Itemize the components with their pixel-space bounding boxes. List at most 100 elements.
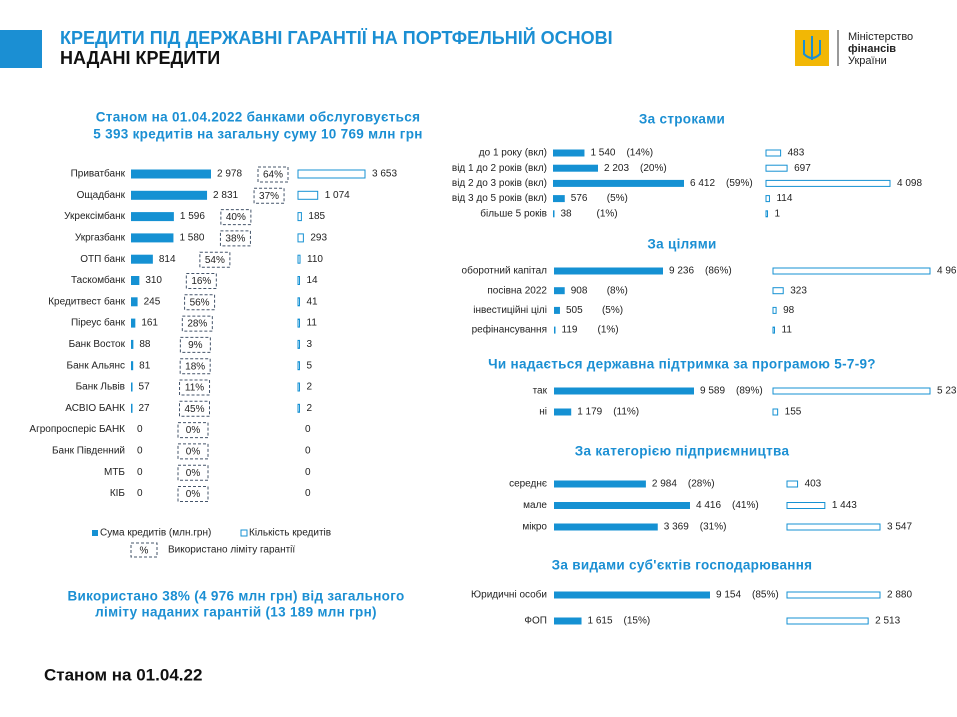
logo-text: України — [848, 55, 887, 67]
count-bar — [297, 169, 366, 179]
sum-bar — [554, 267, 663, 275]
share-label: (20%) — [640, 163, 667, 174]
limit-box — [179, 336, 211, 353]
sum-label: 0 — [137, 467, 143, 478]
sum-label: 161 — [141, 318, 158, 329]
sum-bar — [554, 408, 572, 416]
count-label: 185 — [308, 211, 325, 222]
logo-text: Міністерство — [848, 31, 913, 43]
sum-label: 505 — [566, 305, 583, 316]
count-bar — [297, 318, 300, 328]
count-label: 2 — [307, 382, 313, 393]
limit-box — [177, 422, 209, 439]
sum-bar — [554, 617, 582, 625]
count-bar — [786, 617, 869, 625]
legend-label: Сума кредитів (млн.грн) — [100, 528, 211, 539]
limit-box — [181, 315, 213, 332]
limit-label: 18% — [185, 361, 205, 372]
sum-label: 1 179 — [577, 407, 602, 418]
sum-bar — [131, 212, 174, 222]
share-label: (85%) — [752, 590, 779, 601]
count-label: 323 — [790, 285, 807, 296]
limit-label: 45% — [184, 404, 204, 415]
category-label: інвестиційні цілі — [473, 305, 547, 316]
count-label: 11 — [307, 318, 318, 329]
count-label: 4 961 — [937, 266, 957, 277]
count-label: 3 547 — [887, 522, 912, 533]
count-bar — [786, 502, 826, 509]
chart-title: За видами суб'єктів господарювання — [552, 558, 813, 573]
category-label: середнє — [509, 479, 547, 490]
limit-label: 54% — [205, 255, 225, 266]
chart-title: За категорією підприємництва — [575, 444, 790, 459]
count-bar — [297, 233, 304, 243]
legend-swatch — [240, 529, 248, 537]
count-label: 2 — [307, 403, 313, 414]
sum-label: 38 — [561, 208, 573, 219]
sum-label: 2 978 — [217, 169, 242, 180]
category-label: Укргазбанк — [75, 232, 126, 244]
share-label: (15%) — [624, 616, 651, 627]
note: ліміту наданих гарантій (13 189 млн грн) — [95, 605, 377, 620]
sum-bar — [131, 233, 174, 243]
logo-trident — [803, 36, 821, 60]
category-label: мікро — [522, 522, 547, 533]
count-label: 1 443 — [832, 500, 857, 511]
count-bar — [297, 212, 302, 222]
share-label: (5%) — [607, 193, 628, 204]
count-bar — [765, 210, 768, 218]
subtitle: НАДАНІ КРЕДИТИ — [60, 48, 220, 68]
limit-label: 56% — [190, 297, 210, 308]
category-label: Укрексімбанк — [64, 210, 125, 222]
limit-label: 0% — [186, 489, 201, 500]
category-label: МТБ — [104, 467, 125, 478]
chart-title: 5 393 кредитів на загальну суму 10 769 м… — [93, 127, 422, 142]
count-label: 41 — [307, 296, 319, 307]
sum-bar — [131, 190, 208, 200]
legend-label: Використано ліміту гарантії — [168, 545, 295, 556]
sum-bar — [554, 326, 556, 334]
limit-label: 0% — [186, 468, 201, 479]
count-label: 293 — [310, 233, 327, 244]
count-bar — [772, 306, 777, 314]
limit-box — [179, 379, 211, 396]
share-label: (41%) — [732, 500, 759, 511]
share-label: (31%) — [700, 522, 727, 533]
count-bar — [297, 190, 319, 200]
share-label: (89%) — [736, 386, 763, 397]
sum-label: 3 369 — [664, 522, 689, 533]
header-block — [0, 30, 42, 68]
logo-text: фінансів — [848, 43, 896, 55]
category-label: ні — [539, 407, 547, 418]
title: КРЕДИТИ ПІД ДЕРЖАВНІ ГАРАНТІЇ НА ПОРТФЕЛ… — [60, 27, 613, 48]
share-label: (86%) — [705, 266, 732, 277]
category-label: так — [533, 386, 548, 397]
count-label: 0 — [305, 446, 311, 457]
limit-label: 37% — [259, 191, 279, 202]
note: Використано 38% (4 976 млн грн) від зага… — [67, 589, 404, 604]
category-label: від 3 до 5 років (вкл) — [452, 193, 547, 204]
share-label: (8%) — [607, 285, 628, 296]
category-label: посівна 2022 — [487, 285, 547, 296]
category-label: Юридичні особи — [471, 589, 547, 601]
count-bar — [772, 267, 931, 275]
count-label: 5 238 — [937, 386, 957, 397]
count-label: 0 — [305, 424, 311, 435]
sum-bar — [131, 382, 133, 392]
share-label: (59%) — [726, 178, 753, 189]
count-bar — [772, 326, 775, 334]
limit-label: 9% — [188, 340, 203, 351]
category-label: Кредитвест банк — [48, 295, 125, 307]
sum-label: 4 416 — [696, 500, 721, 511]
category-label: АСВІО БАНК — [65, 403, 125, 414]
limit-box — [184, 294, 216, 311]
chart-title: Станом на 01.04.2022 банками обслуговуєт… — [96, 110, 421, 125]
category-label: ФОП — [524, 616, 547, 627]
category-label: Приватбанк — [71, 168, 126, 180]
sum-label: 814 — [159, 254, 176, 265]
sum-label: 0 — [137, 446, 143, 457]
limit-box — [177, 486, 209, 502]
sum-label: 27 — [139, 403, 151, 414]
count-label: 3 653 — [372, 169, 397, 180]
sum-label: 88 — [139, 339, 151, 350]
